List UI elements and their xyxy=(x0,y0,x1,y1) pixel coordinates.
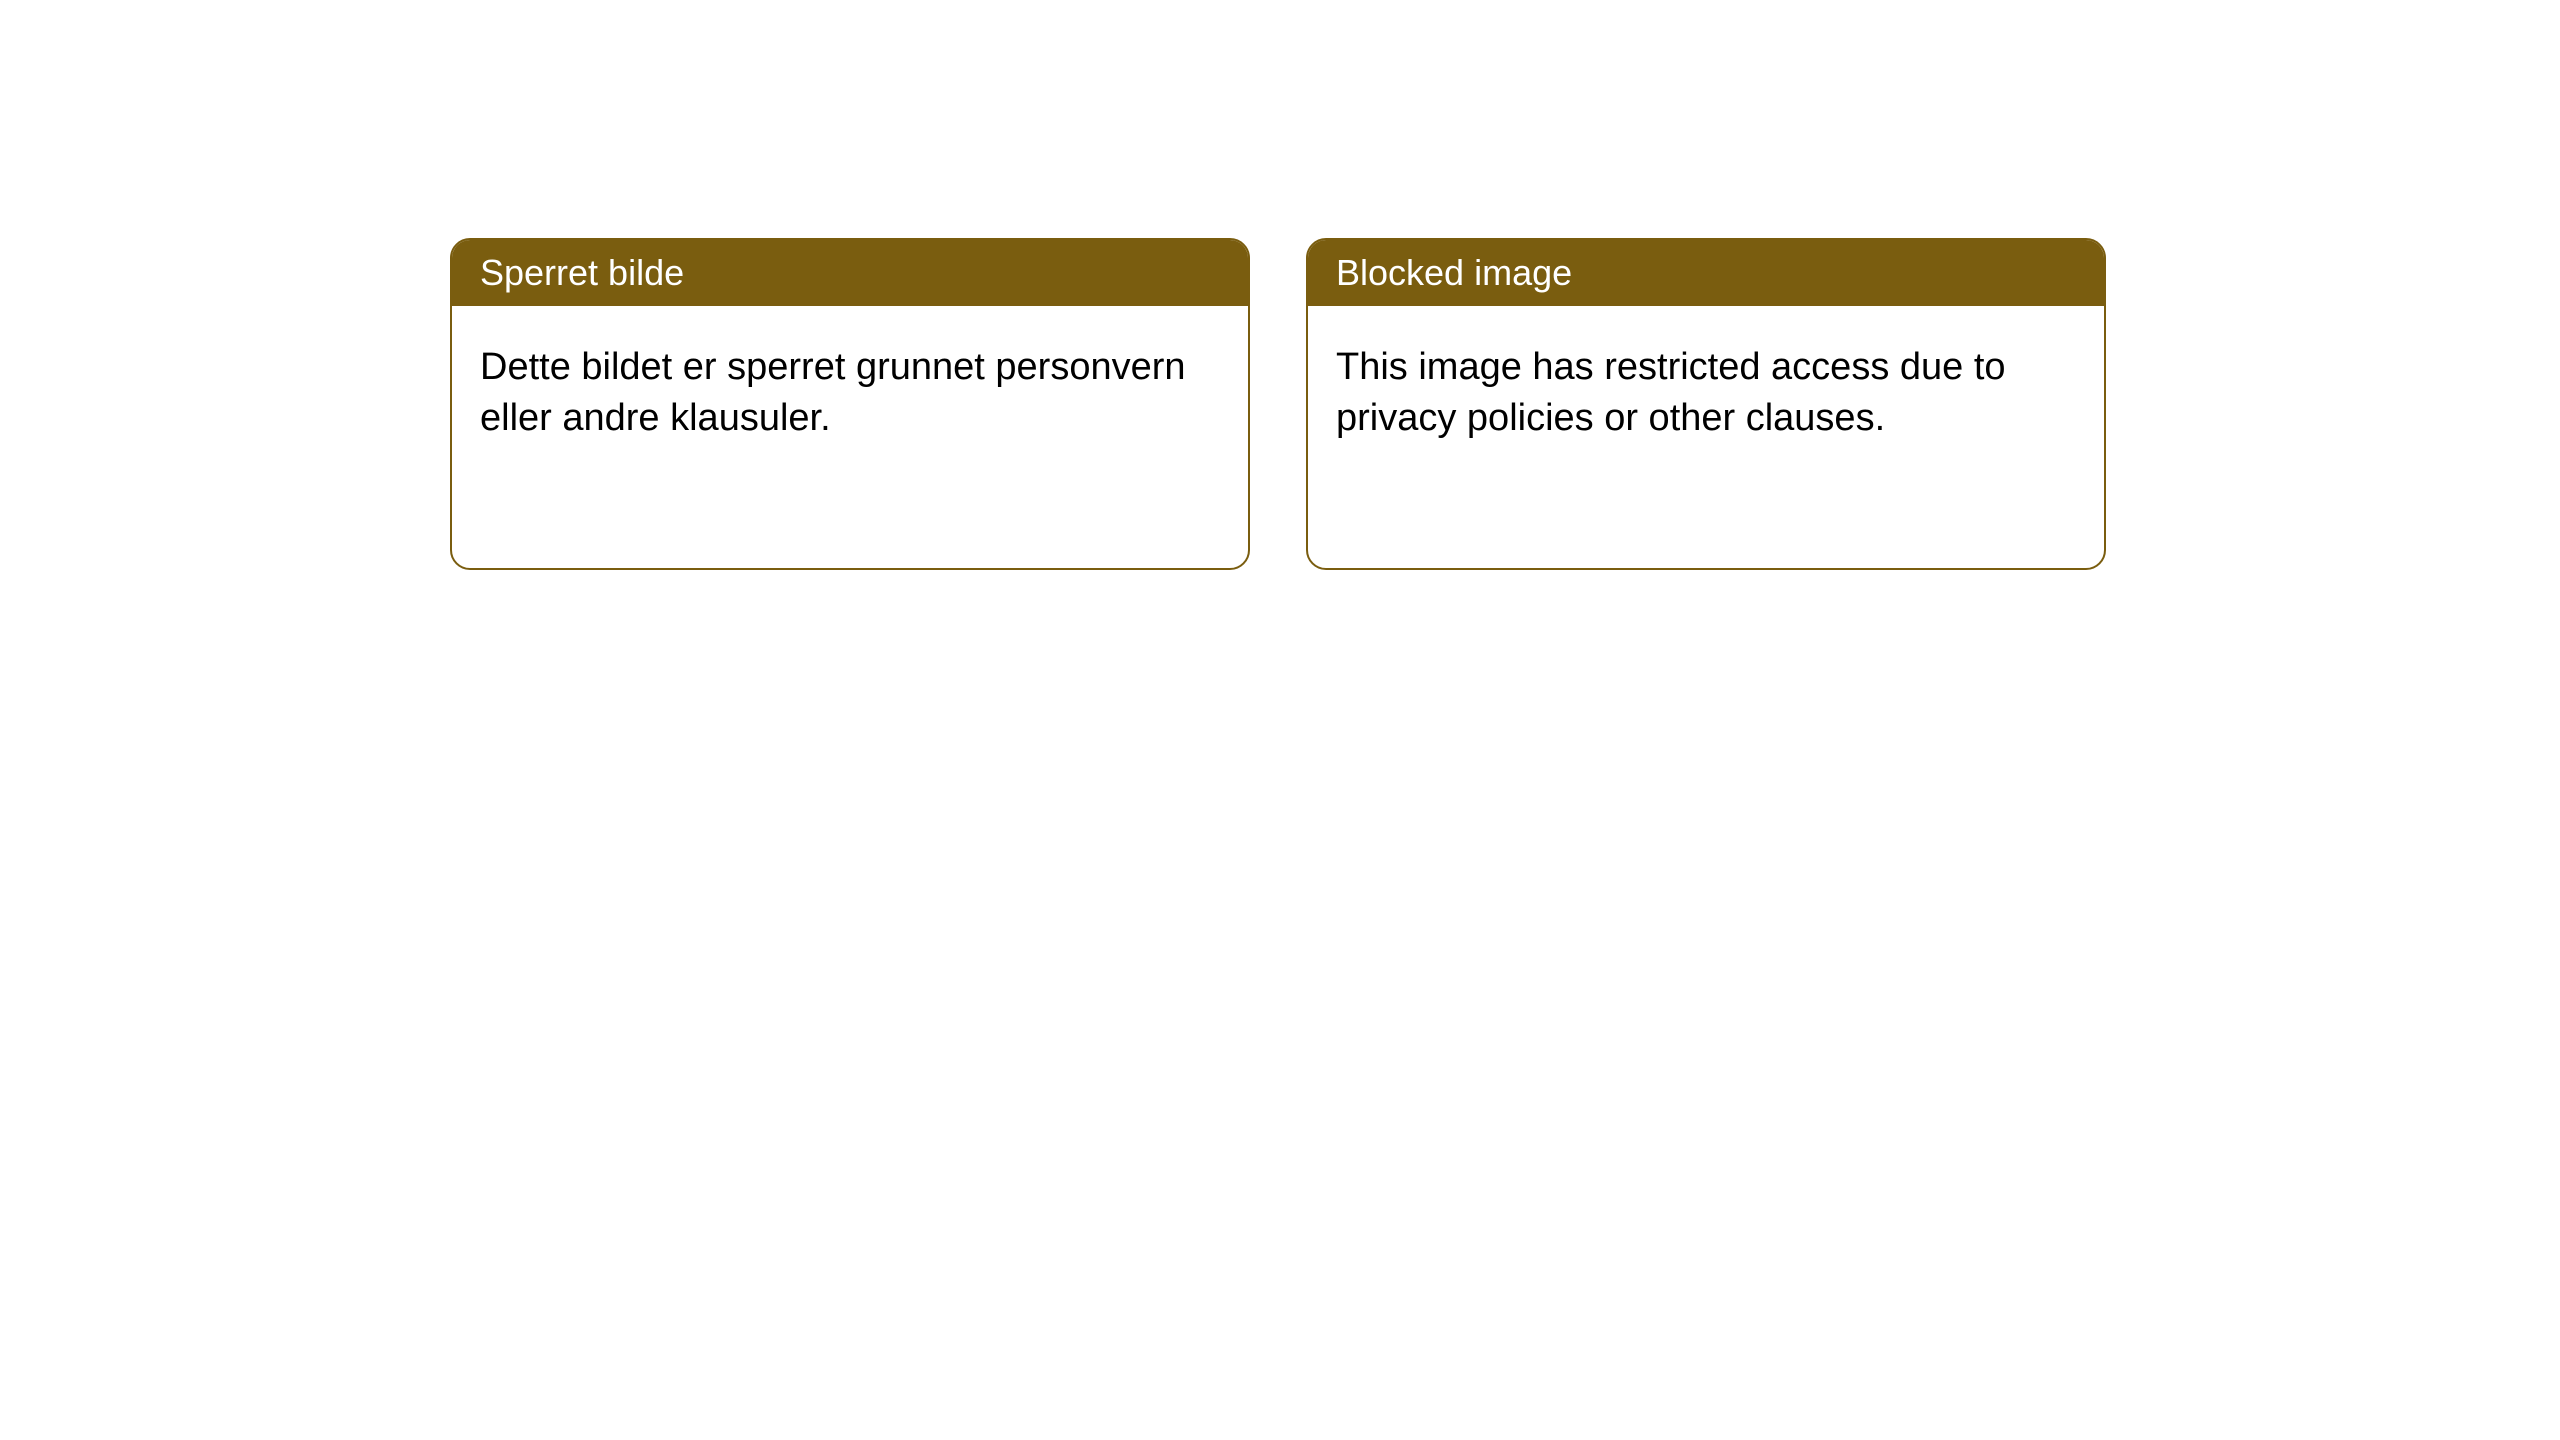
notice-card-norwegian: Sperret bilde Dette bildet er sperret gr… xyxy=(450,238,1250,570)
card-title: Blocked image xyxy=(1308,240,2104,306)
notice-cards-container: Sperret bilde Dette bildet er sperret gr… xyxy=(450,238,2106,570)
notice-card-english: Blocked image This image has restricted … xyxy=(1306,238,2106,570)
card-title: Sperret bilde xyxy=(452,240,1248,306)
card-body-text: Dette bildet er sperret grunnet personve… xyxy=(452,306,1248,481)
card-body-text: This image has restricted access due to … xyxy=(1308,306,2104,481)
